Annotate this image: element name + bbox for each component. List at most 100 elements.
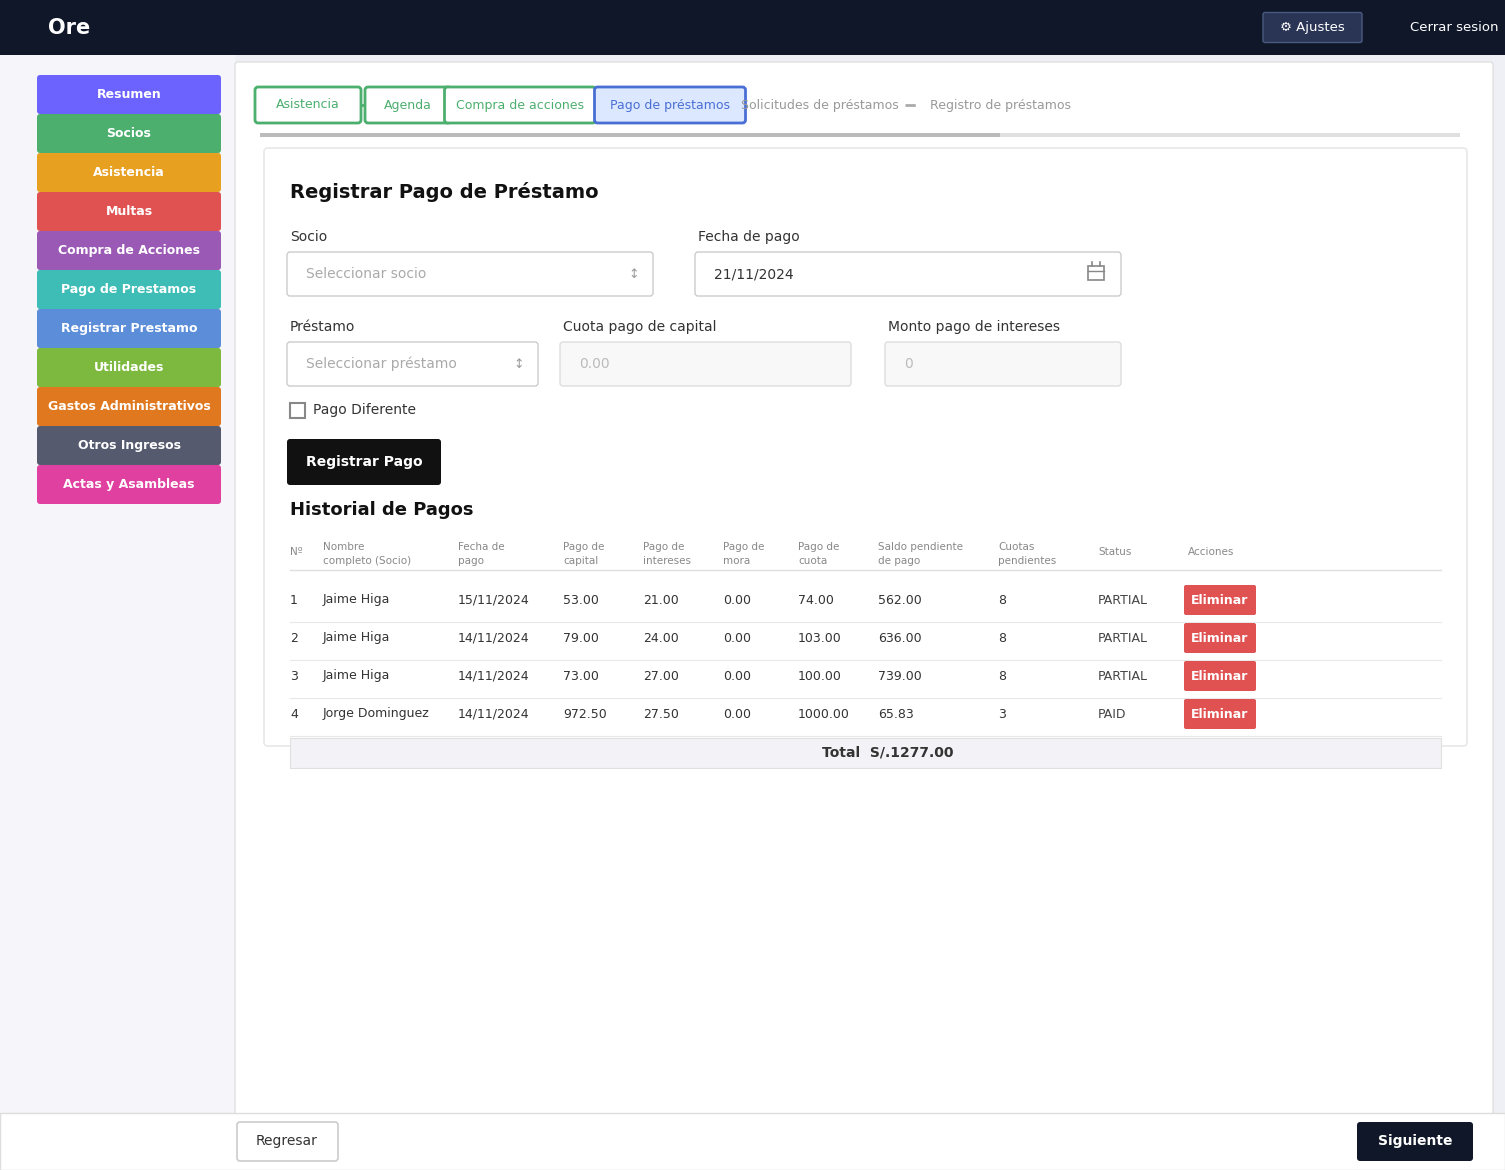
Text: Cuotas: Cuotas [998,542,1034,552]
Text: 739.00: 739.00 [877,669,921,682]
FancyBboxPatch shape [38,270,221,309]
Text: 1: 1 [290,593,298,606]
FancyBboxPatch shape [263,147,1467,746]
Text: 8: 8 [998,593,1005,606]
FancyBboxPatch shape [38,464,221,504]
Text: 3: 3 [290,669,298,682]
Text: Agenda: Agenda [384,98,432,111]
Text: Fecha de pago: Fecha de pago [698,230,799,245]
Text: Registrar Pago de Préstamo: Registrar Pago de Préstamo [290,183,599,202]
Text: Actas y Asambleas: Actas y Asambleas [63,479,194,491]
FancyBboxPatch shape [38,192,221,230]
Text: Utilidades: Utilidades [93,362,164,374]
Text: ↕: ↕ [513,358,524,371]
Text: 0.00: 0.00 [579,357,610,371]
Text: Jaime Higa: Jaime Higa [324,593,390,606]
Text: PAID: PAID [1099,708,1127,721]
Text: Status: Status [1099,548,1132,557]
Text: Multas: Multas [105,205,152,218]
FancyBboxPatch shape [1263,13,1362,42]
Text: PARTIAL: PARTIAL [1099,632,1148,645]
Text: 79.00: 79.00 [563,632,599,645]
Text: Eliminar: Eliminar [1192,708,1249,721]
Text: 0.00: 0.00 [722,708,751,721]
FancyBboxPatch shape [235,62,1493,1128]
Text: pago: pago [458,556,485,566]
Text: Monto pago de intereses: Monto pago de intereses [888,321,1060,333]
Text: 0: 0 [905,357,912,371]
FancyBboxPatch shape [695,252,1121,296]
FancyBboxPatch shape [38,230,221,270]
Bar [0,0,1505,55]
Text: 14/11/2024: 14/11/2024 [458,708,530,721]
Text: 8: 8 [998,669,1005,682]
Text: PARTIAL: PARTIAL [1099,669,1148,682]
Text: 636.00: 636.00 [877,632,921,645]
Text: Jaime Higa: Jaime Higa [324,669,390,682]
Text: 65.83: 65.83 [877,708,914,721]
FancyBboxPatch shape [287,439,441,486]
Text: Pago de Prestamos: Pago de Prestamos [62,283,197,296]
Text: Fecha de: Fecha de [458,542,504,552]
Text: Pago de: Pago de [722,542,765,552]
Text: 24.00: 24.00 [643,632,679,645]
Bar [0,55,235,1170]
FancyBboxPatch shape [1184,698,1257,729]
Text: de pago: de pago [877,556,920,566]
Text: Total  S/.1277.00: Total S/.1277.00 [822,745,953,759]
Text: Saldo pendiente: Saldo pendiente [877,542,963,552]
Text: 27.50: 27.50 [643,708,679,721]
Text: Registro de préstamos: Registro de préstamos [930,98,1070,111]
Text: Pago de préstamos: Pago de préstamos [610,98,730,111]
Text: Nombre: Nombre [324,542,364,552]
Text: Seleccionar préstamo: Seleccionar préstamo [306,357,458,371]
Text: Gastos Administrativos: Gastos Administrativos [48,400,211,413]
Text: 3: 3 [998,708,1005,721]
Text: Resumen: Resumen [96,88,161,101]
Text: Préstamo: Préstamo [290,321,355,333]
Text: 0.00: 0.00 [722,669,751,682]
Text: 21.00: 21.00 [643,593,679,606]
Text: 0.00: 0.00 [722,593,751,606]
Text: Socios: Socios [107,128,152,140]
Text: ⚙ Ajustes: ⚙ Ajustes [1279,21,1344,34]
Text: 8: 8 [998,632,1005,645]
FancyBboxPatch shape [236,1122,339,1161]
Text: Compra de Acciones: Compra de Acciones [59,245,200,257]
Text: Nº: Nº [290,548,303,557]
FancyBboxPatch shape [1184,585,1257,615]
Text: 1000.00: 1000.00 [798,708,850,721]
Bar [290,402,306,418]
Bar [290,738,1440,768]
Bar [0,1113,1505,1170]
Text: Regresar: Regresar [256,1134,318,1148]
Text: Registrar Prestamo: Registrar Prestamo [60,322,197,335]
Text: 100.00: 100.00 [798,669,841,682]
Text: Asistencia: Asistencia [275,98,340,111]
Text: 0.00: 0.00 [722,632,751,645]
Text: Eliminar: Eliminar [1192,593,1249,606]
Text: Historial de Pagos: Historial de Pagos [290,501,474,519]
Text: Eliminar: Eliminar [1192,669,1249,682]
Text: 21/11/2024: 21/11/2024 [713,267,793,281]
FancyBboxPatch shape [1184,622,1257,653]
Text: Ore: Ore [48,18,90,37]
FancyBboxPatch shape [38,153,221,192]
Text: PARTIAL: PARTIAL [1099,593,1148,606]
Text: Cuota pago de capital: Cuota pago de capital [563,321,716,333]
Text: Pago de: Pago de [798,542,840,552]
FancyBboxPatch shape [1184,661,1257,691]
Text: Seleccionar socio: Seleccionar socio [306,267,426,281]
Text: 53.00: 53.00 [563,593,599,606]
FancyBboxPatch shape [38,387,221,426]
Text: 73.00: 73.00 [563,669,599,682]
Text: Jorge Dominguez: Jorge Dominguez [324,708,430,721]
Text: Solicitudes de préstamos: Solicitudes de préstamos [740,98,898,111]
Text: Eliminar: Eliminar [1192,632,1249,645]
Bar [1088,266,1105,280]
Text: Cerrar sesion: Cerrar sesion [1410,21,1499,34]
Text: 972.50: 972.50 [563,708,607,721]
FancyBboxPatch shape [444,87,596,123]
Text: Compra de acciones: Compra de acciones [456,98,584,111]
Text: Registrar Pago: Registrar Pago [306,455,423,469]
